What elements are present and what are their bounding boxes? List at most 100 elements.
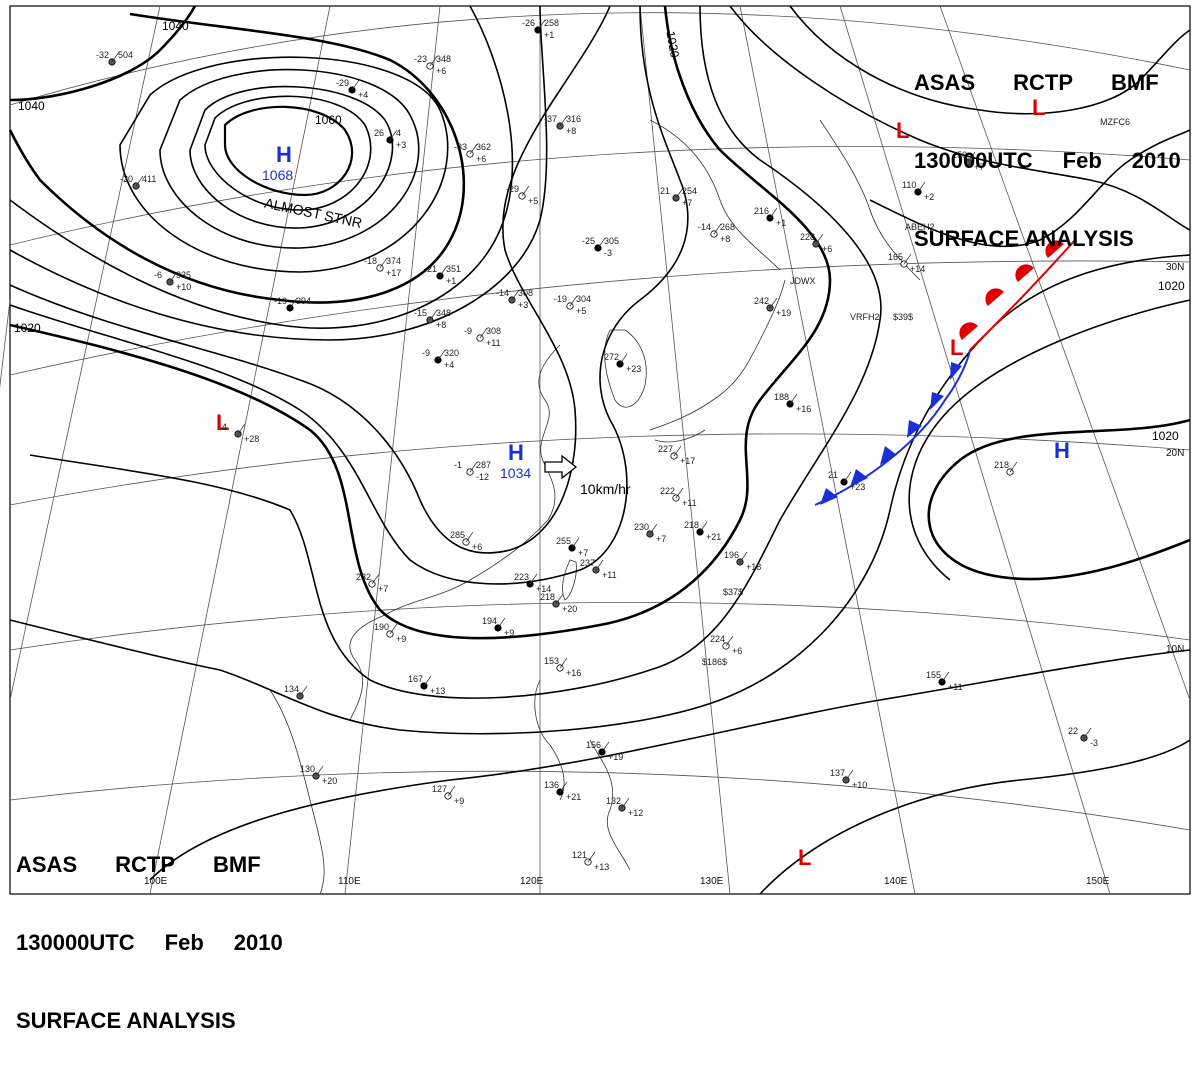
station-temp: 134 xyxy=(284,684,299,694)
high-center-symbol: H xyxy=(1054,438,1070,463)
station-temp: 110 xyxy=(902,180,916,190)
station-pressure: 308 xyxy=(518,288,533,298)
station-plot: 156 +19 xyxy=(586,740,623,762)
wind-barb-icon xyxy=(713,223,722,235)
header-time-item: Feb xyxy=(164,930,204,955)
header-agency-item: RCTP xyxy=(1013,70,1074,95)
low-center-symbol: L xyxy=(1032,95,1045,120)
station-temp: -25 xyxy=(582,236,595,246)
wind-barb-icon xyxy=(497,617,506,629)
station-plot: -37 316 +8 xyxy=(544,114,581,136)
wind-barb-icon xyxy=(439,265,448,277)
station-plot: -32 504 xyxy=(96,50,133,66)
station-plot: 237 +11 xyxy=(580,558,617,580)
station-plot: 224 +6 xyxy=(710,634,742,656)
station-plot: 272 +23 xyxy=(604,352,641,374)
wind-barb-icon xyxy=(237,423,246,435)
station-plot: 190 +9 xyxy=(374,622,406,644)
isobar-1016 xyxy=(29,5,882,699)
station-plot: 130 +20 xyxy=(300,764,337,786)
station-temp: 272 xyxy=(604,352,619,362)
station-pressure: 258 xyxy=(544,18,559,28)
station-temp: 165 xyxy=(888,252,903,262)
longitude-line-160e xyxy=(939,5,1191,701)
warm-front xyxy=(969,239,1076,351)
isobar-nw-1 xyxy=(729,5,1191,231)
header-agency-item: ASAS xyxy=(16,852,78,877)
surface-analysis-map: 1040 1040 1060 1020 1020 1020 1020 H 106… xyxy=(0,5,1191,895)
isobar-1012-south xyxy=(759,739,1191,895)
station-plot: -21 351 +1 xyxy=(424,264,461,286)
wind-barb-icon xyxy=(1083,727,1092,739)
station-tendency: +14 xyxy=(536,584,551,594)
station-plot: 134 xyxy=(284,684,308,700)
wind-barb-icon xyxy=(537,19,546,31)
isobar-label: 1020 xyxy=(14,321,41,335)
station-pressure: 374 xyxy=(386,256,401,266)
station-temp: -9 xyxy=(464,326,472,336)
station-pressure: 504 xyxy=(118,50,133,60)
wind-barb-icon xyxy=(725,635,734,647)
station-tendency: +9 xyxy=(504,628,514,638)
high-center-motion-note: ALMOST STNR xyxy=(263,195,363,231)
ship-callsign: $37$ xyxy=(723,587,743,597)
station-plot: -29 +5 xyxy=(506,184,538,206)
longitude-line-100e xyxy=(149,5,331,895)
station-tendency: +18 xyxy=(746,562,761,572)
station-plot: 218 +21 xyxy=(684,520,721,542)
longitude-label: 110E xyxy=(338,876,361,887)
station-tendency: +13 xyxy=(430,686,445,696)
station-tendency: +11 xyxy=(602,570,617,580)
station-plot: 232 +7 xyxy=(356,572,388,594)
station-pressure: 362 xyxy=(476,142,491,152)
longitude-line-140e xyxy=(739,5,916,895)
low-center-symbol: L xyxy=(216,410,229,435)
high-center-pressure: 1068 xyxy=(262,167,293,183)
station-plot: 218 xyxy=(994,460,1018,476)
wind-barb-icon xyxy=(315,765,324,777)
longitude-label: 140E xyxy=(884,876,908,887)
wind-barb-icon xyxy=(903,253,912,265)
station-temp: -32 xyxy=(96,50,109,60)
wind-barb-icon xyxy=(559,657,568,669)
ship-callsign: $39$ xyxy=(893,312,913,322)
station-tendency: +16 xyxy=(566,668,581,678)
header-time-item: Feb xyxy=(1062,148,1102,173)
low-center-symbol: L xyxy=(950,335,963,360)
latitude-label: 20N xyxy=(1166,448,1184,459)
station-tendency: +23 xyxy=(850,482,865,492)
header-agency-item: BMF xyxy=(213,852,261,877)
station-tendency: +19 xyxy=(776,308,791,318)
wind-barb-icon xyxy=(469,143,478,155)
header-time-row: 130000UTC Feb 2010 xyxy=(16,930,283,956)
station-temp: -33 xyxy=(454,142,467,152)
fronts xyxy=(814,239,1076,506)
station-temp: 222 xyxy=(660,486,675,496)
station-tendency: +6 xyxy=(472,542,482,552)
isobar-label: 1040 xyxy=(162,19,189,33)
isobar-1008 xyxy=(149,649,1191,881)
station-pressure: 320 xyxy=(444,348,459,358)
station-plot: -20 411 xyxy=(120,174,156,190)
station-tendency: +6 xyxy=(822,244,832,254)
motion-arrow-icon xyxy=(544,454,578,480)
isobar-1040-a xyxy=(8,12,466,304)
isobar-1020-east xyxy=(927,418,1191,581)
isobar-1040-west xyxy=(9,5,197,102)
station-pressure: 394 xyxy=(296,296,311,306)
station-temp: 227 xyxy=(658,444,673,454)
station-temp: 194 xyxy=(482,616,497,626)
station-pressure: 268 xyxy=(720,222,735,232)
station-tendency: +8 xyxy=(720,234,730,244)
wind-barb-icon xyxy=(429,309,438,321)
isobar-1020-main xyxy=(9,5,832,640)
station-tendency: +12 xyxy=(628,808,643,818)
station-temp: 121 xyxy=(572,850,587,860)
station-temp: -9 xyxy=(422,348,430,358)
wind-barb-icon xyxy=(1009,461,1018,473)
station-tendency: +28 xyxy=(244,434,259,444)
station-plot: 218 +20 xyxy=(540,592,577,614)
wind-barb-icon xyxy=(739,551,748,563)
station-plot: -6 335 +10 xyxy=(154,270,191,292)
station-temp: -21 xyxy=(424,264,437,274)
